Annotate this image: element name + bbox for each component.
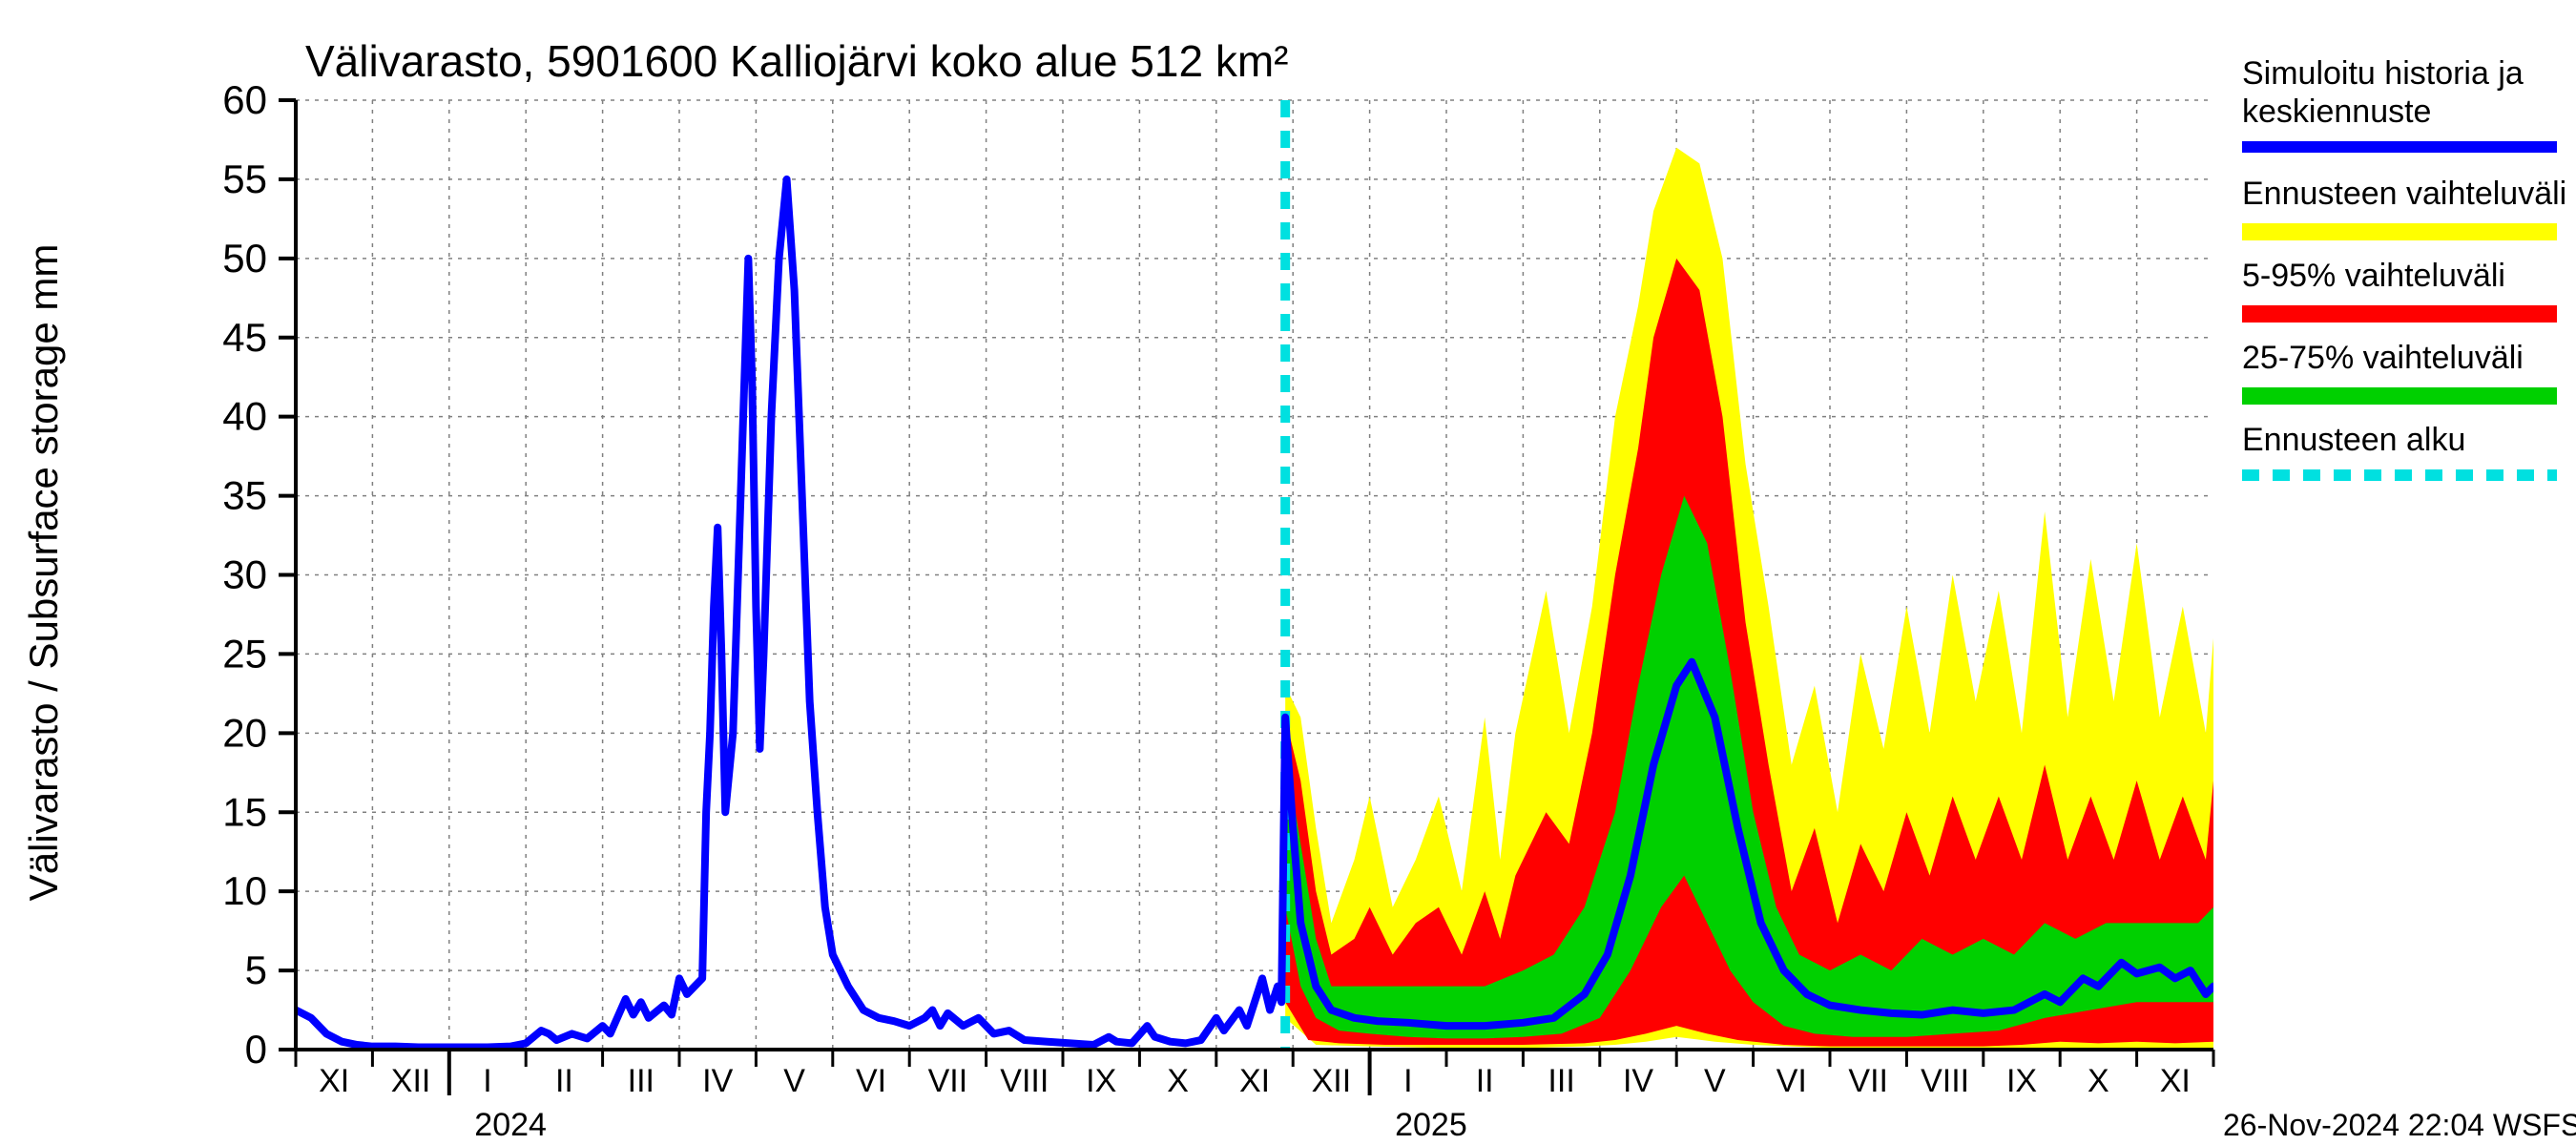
month-label: III (1548, 1063, 1574, 1099)
ytick-label: 10 (222, 868, 267, 913)
chart-root: 051015202530354045505560XIXIIIIIIIIIVVVI… (0, 0, 2576, 1145)
ytick-label: 55 (222, 156, 267, 201)
month-label: XI (2160, 1063, 2191, 1099)
month-label: VI (1776, 1063, 1807, 1099)
ytick-label: 35 (222, 473, 267, 518)
month-label: II (555, 1063, 573, 1099)
ytick-label: 45 (222, 315, 267, 360)
ytick-label: 60 (222, 77, 267, 122)
legend-swatch (2242, 387, 2557, 405)
chart-svg: 051015202530354045505560XIXIIIIIIIIIVVVI… (0, 0, 2576, 1145)
month-label: XII (1312, 1063, 1352, 1099)
legend-label: 25-75% vaihteluväli (2242, 340, 2524, 376)
month-label: X (2088, 1063, 2109, 1099)
month-label: X (1167, 1063, 1189, 1099)
month-label: VIII (1921, 1063, 1969, 1099)
ytick-label: 0 (245, 1027, 267, 1072)
month-label: V (1704, 1063, 1726, 1099)
month-label: IV (702, 1063, 733, 1099)
y-axis-label: Välivarasto / Subsurface storage mm (21, 244, 66, 902)
ytick-label: 25 (222, 631, 267, 676)
month-label: V (783, 1063, 805, 1099)
footer-text: 26-Nov-2024 22:04 WSFS-O (2223, 1108, 2576, 1142)
legend-label: Simuloitu historia ja (2242, 55, 2524, 92)
ytick-label: 40 (222, 394, 267, 439)
month-label: III (628, 1063, 654, 1099)
ytick-label: 15 (222, 789, 267, 834)
month-label: IV (1623, 1063, 1653, 1099)
month-label: IX (1086, 1063, 1116, 1099)
month-label: XII (391, 1063, 431, 1099)
legend-swatch (2242, 223, 2557, 240)
month-label: XI (1239, 1063, 1270, 1099)
legend-swatch (2242, 305, 2557, 323)
plot-title: Välivarasto, 5901600 Kalliojärvi koko al… (305, 36, 1288, 86)
month-label: II (1476, 1063, 1494, 1099)
month-label: IX (2006, 1063, 2037, 1099)
legend-label: Ennusteen vaihteluväli (2242, 176, 2566, 212)
month-label: VII (928, 1063, 968, 1099)
month-label: VI (856, 1063, 886, 1099)
ytick-label: 20 (222, 710, 267, 755)
month-label: I (483, 1063, 491, 1099)
legend-label: Ennusteen alku (2242, 422, 2465, 458)
month-label: VIII (1000, 1063, 1049, 1099)
ytick-label: 5 (245, 947, 267, 992)
ytick-label: 30 (222, 552, 267, 597)
legend-label: keskiennuste (2242, 94, 2431, 130)
month-label: XI (319, 1063, 349, 1099)
ytick-label: 50 (222, 236, 267, 281)
month-label: I (1403, 1063, 1412, 1099)
month-label: VII (1848, 1063, 1888, 1099)
year-label: 2025 (1395, 1107, 1467, 1143)
legend-label: 5-95% vaihteluväli (2242, 258, 2505, 294)
year-label: 2024 (474, 1107, 547, 1143)
